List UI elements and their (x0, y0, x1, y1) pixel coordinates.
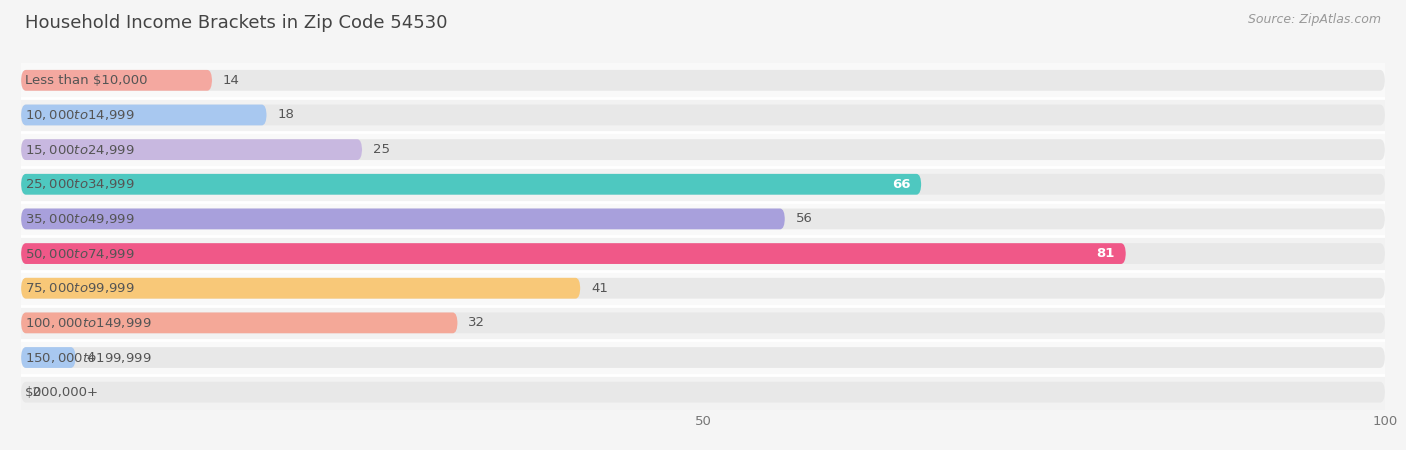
FancyBboxPatch shape (21, 306, 1385, 340)
FancyBboxPatch shape (21, 174, 921, 195)
FancyBboxPatch shape (21, 104, 267, 126)
Text: Source: ZipAtlas.com: Source: ZipAtlas.com (1247, 14, 1381, 27)
FancyBboxPatch shape (21, 278, 1385, 299)
Text: $10,000 to $14,999: $10,000 to $14,999 (25, 108, 135, 122)
Text: 66: 66 (891, 178, 910, 191)
Text: $50,000 to $74,999: $50,000 to $74,999 (25, 247, 135, 261)
FancyBboxPatch shape (21, 382, 1385, 403)
FancyBboxPatch shape (21, 236, 1385, 271)
FancyBboxPatch shape (21, 70, 1385, 91)
FancyBboxPatch shape (21, 167, 1385, 202)
FancyBboxPatch shape (21, 104, 1385, 126)
Text: 81: 81 (1097, 247, 1115, 260)
FancyBboxPatch shape (21, 208, 785, 230)
Text: $15,000 to $24,999: $15,000 to $24,999 (25, 143, 135, 157)
Text: 18: 18 (277, 108, 294, 122)
Text: 41: 41 (591, 282, 607, 295)
Text: $35,000 to $49,999: $35,000 to $49,999 (25, 212, 135, 226)
FancyBboxPatch shape (21, 98, 1385, 132)
Text: Household Income Brackets in Zip Code 54530: Household Income Brackets in Zip Code 54… (25, 14, 447, 32)
FancyBboxPatch shape (21, 278, 581, 299)
Text: 56: 56 (796, 212, 813, 225)
FancyBboxPatch shape (21, 375, 1385, 410)
Text: $150,000 to $199,999: $150,000 to $199,999 (25, 351, 152, 364)
Text: $100,000 to $149,999: $100,000 to $149,999 (25, 316, 152, 330)
FancyBboxPatch shape (21, 139, 363, 160)
FancyBboxPatch shape (21, 243, 1126, 264)
FancyBboxPatch shape (21, 347, 76, 368)
FancyBboxPatch shape (21, 312, 457, 333)
Text: 0: 0 (32, 386, 41, 399)
Text: $25,000 to $34,999: $25,000 to $34,999 (25, 177, 135, 191)
FancyBboxPatch shape (21, 340, 1385, 375)
Text: 32: 32 (468, 316, 485, 329)
FancyBboxPatch shape (21, 139, 1385, 160)
FancyBboxPatch shape (21, 70, 212, 91)
Text: $200,000+: $200,000+ (25, 386, 100, 399)
FancyBboxPatch shape (21, 271, 1385, 306)
Text: Less than $10,000: Less than $10,000 (25, 74, 148, 87)
Text: 4: 4 (87, 351, 96, 364)
Text: 25: 25 (373, 143, 389, 156)
FancyBboxPatch shape (21, 202, 1385, 236)
FancyBboxPatch shape (21, 132, 1385, 167)
FancyBboxPatch shape (21, 174, 1385, 195)
FancyBboxPatch shape (21, 208, 1385, 230)
FancyBboxPatch shape (21, 63, 1385, 98)
FancyBboxPatch shape (21, 243, 1385, 264)
FancyBboxPatch shape (21, 312, 1385, 333)
FancyBboxPatch shape (21, 347, 1385, 368)
Text: 14: 14 (224, 74, 240, 87)
Text: $75,000 to $99,999: $75,000 to $99,999 (25, 281, 135, 295)
